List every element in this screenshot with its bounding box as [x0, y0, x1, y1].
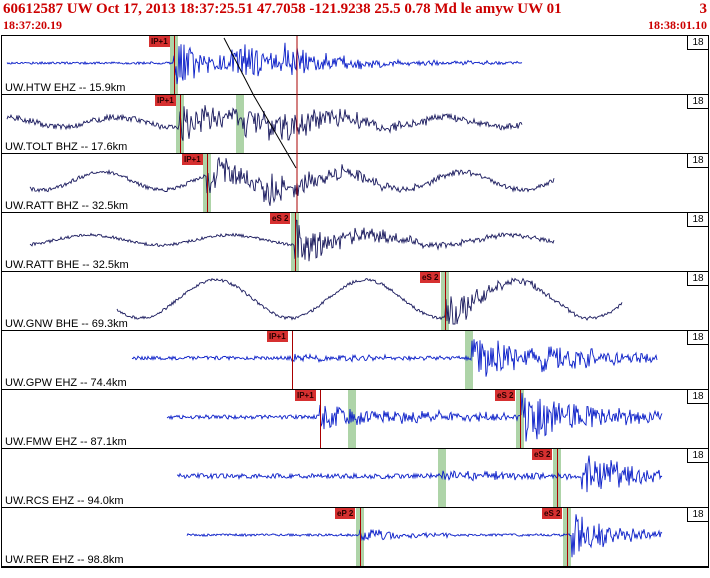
station-label: UW.RER EHZ -- 98.8km	[5, 554, 124, 566]
pick-label[interactable]: eS 2	[420, 272, 441, 283]
pick-highlight-band	[348, 390, 356, 448]
waveform-plot-area: IP+1 18 UW.HTW EHZ -- 15.9km IP+1 18 UW.TOLT …	[1, 35, 709, 568]
pick-time-line	[207, 154, 208, 212]
pick-time-line	[180, 95, 181, 153]
station-label: UW.RCS EHZ -- 94.0km	[5, 495, 124, 507]
trace-panel-ratt-bhz[interactable]: IP+1 18 UW.RATT BHZ -- 32.5km	[2, 154, 708, 213]
amplitude-scale: 18	[687, 272, 708, 286]
pick-label[interactable]: eP 2	[335, 508, 356, 519]
station-label: UW.HTW EHZ -- 15.9km	[5, 82, 126, 94]
pick-label[interactable]: IP+1	[182, 154, 203, 165]
pick-label[interactable]: eS 2	[495, 390, 516, 401]
window-end-time: 18:38:01.10	[648, 18, 707, 32]
station-label: UW.GNW BHE -- 69.3km	[5, 318, 128, 330]
amplitude-scale: 18	[687, 390, 708, 404]
amplitude-scale: 18	[687, 95, 708, 109]
pick-time-line	[320, 390, 321, 448]
station-label: UW.TOLT BHZ -- 17.6km	[5, 141, 128, 153]
seismogram-waveform	[176, 455, 663, 493]
amplitude-scale: 18	[687, 508, 708, 522]
trace-panel-gpw-ehz[interactable]: IP+1 18 UW.GPW EHZ -- 74.4km	[2, 331, 708, 390]
seismogram-waveform	[166, 392, 663, 442]
station-label: UW.RATT BHE -- 32.5km	[5, 259, 129, 271]
pick-label[interactable]: IP+1	[149, 36, 170, 47]
seismogram-waveform	[29, 219, 555, 262]
trace-panel-tolt-bhz[interactable]: IP+1 18 UW.TOLT BHZ -- 17.6km	[2, 95, 708, 154]
amplitude-scale: 18	[687, 331, 708, 345]
pick-time-line	[174, 36, 175, 94]
trace-panel-rer-ehz[interactable]: eP 2 eS 2 18 UW.RER EHZ -- 98.8km	[2, 508, 708, 567]
window-start-time: 18:37:20.19	[3, 18, 62, 32]
trace-panel-fmw-ehz[interactable]: IP+1 eS 2 18 UW.FMW EHZ -- 87.1km	[2, 390, 708, 449]
event-summary: 60612587 UW Oct 17, 2013 18:37:25.51 47.…	[3, 1, 562, 17]
pick-time-line	[567, 508, 568, 566]
seismogram-waveform	[116, 277, 623, 325]
station-label: UW.RATT BHZ -- 32.5km	[5, 200, 129, 212]
amplitude-scale: 18	[687, 213, 708, 227]
page-indicator: 3	[699, 1, 708, 17]
trace-panel-gnw-bhe[interactable]: eS 2 18 UW.GNW BHE -- 69.3km	[2, 272, 708, 331]
trace-panel-rcs-ehz[interactable]: eS 2 18 UW.RCS EHZ -- 94.0km	[2, 449, 708, 508]
pick-time-line	[445, 272, 446, 330]
pick-time-line	[520, 390, 521, 448]
amplitude-scale: 18	[687, 449, 708, 463]
seismogram-waveform	[186, 514, 663, 558]
pick-time-line	[557, 449, 558, 507]
pick-label[interactable]: eS 2	[542, 508, 563, 519]
seismogram-waveform	[29, 157, 555, 206]
pick-label[interactable]: eS 2	[270, 213, 291, 224]
event-header: 60612587 UW Oct 17, 2013 18:37:25.51 47.…	[0, 0, 710, 18]
amplitude-scale: 18	[687, 154, 708, 168]
seismogram-waveform	[131, 339, 658, 377]
pick-label[interactable]: IP+1	[295, 390, 316, 401]
pick-label[interactable]: eS 2	[532, 449, 553, 460]
pick-label[interactable]: IP+1	[155, 95, 176, 106]
pick-time-line	[360, 508, 361, 566]
pick-time-line	[292, 331, 293, 389]
station-label: UW.FMW EHZ -- 87.1km	[5, 436, 127, 448]
amplitude-scale: 18	[687, 36, 708, 50]
station-label: UW.GPW EHZ -- 74.4km	[5, 377, 127, 389]
trace-panel-htw-ehz[interactable]: IP+1 18 UW.HTW EHZ -- 15.9km	[2, 36, 708, 95]
pick-label[interactable]: IP+1	[267, 331, 288, 342]
pick-time-line	[295, 213, 296, 271]
time-window-row: 18:37:20.19 18:38:01.10	[0, 18, 710, 35]
trace-panel-ratt-bhe[interactable]: eS 2 18 UW.RATT BHE -- 32.5km	[2, 213, 708, 272]
